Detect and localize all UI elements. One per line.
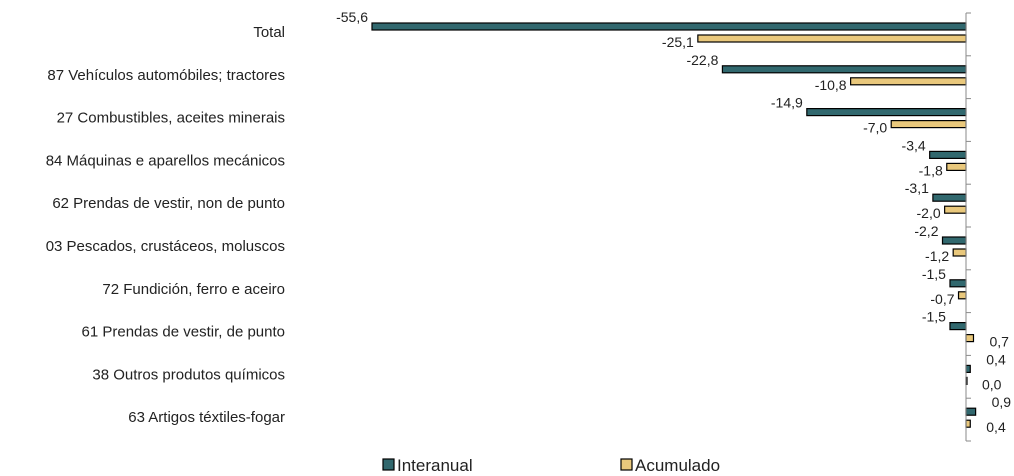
data-label: 0,7 — [989, 334, 1009, 350]
category-label: 87 Vehículos automóbiles; tractores — [47, 67, 285, 84]
data-label: -10,8 — [815, 77, 847, 93]
data-label: -25,1 — [662, 34, 694, 50]
interanual-legend-swatch — [382, 458, 395, 471]
data-label: -55,6 — [336, 9, 368, 25]
acumulado-bar — [957, 291, 967, 300]
data-label: -2,2 — [914, 223, 938, 239]
acumulado-bar — [850, 77, 967, 86]
interanual-bar — [371, 22, 967, 31]
data-label: -1,8 — [919, 162, 943, 178]
data-label: -1,2 — [925, 248, 949, 264]
data-label: -2,0 — [917, 205, 941, 221]
data-label: 0,4 — [986, 351, 1006, 367]
category-label: 84 Máquinas e aparellos mecánicos — [46, 152, 285, 169]
interanual-bar — [721, 65, 967, 74]
data-labels: -55,6-22,8-14,9-3,4-3,1-2,2-1,5-1,50,40,… — [336, 9, 1011, 435]
acumulado-legend-swatch — [620, 458, 633, 471]
data-label: -1,5 — [922, 309, 946, 325]
interanual-bar — [941, 236, 967, 245]
interanual-bar — [932, 193, 967, 202]
interanual-bar — [949, 322, 967, 331]
interanual-bar — [806, 107, 967, 117]
category-label: 38 Outros produtos químicos — [92, 366, 285, 383]
legend-label: Acumulado — [635, 456, 720, 475]
acumulado-bar — [965, 419, 971, 428]
data-label: 0,0 — [982, 376, 1002, 392]
acumulado-bar — [944, 205, 967, 214]
data-label: -22,8 — [686, 52, 718, 68]
data-label: 0,4 — [986, 419, 1006, 435]
data-label: -1,5 — [922, 266, 946, 282]
category-label: 63 Artigos téxtiles-fogar — [128, 409, 285, 426]
data-label: -3,4 — [902, 137, 926, 153]
data-label: -7,0 — [863, 120, 887, 136]
category-label: 27 Combustibles, aceites minerais — [57, 110, 285, 127]
interanual-bar — [949, 279, 967, 288]
data-label: 0,9 — [992, 394, 1012, 410]
acumulado-bar — [890, 119, 967, 129]
data-label: -14,9 — [771, 95, 803, 111]
data-label: -0,7 — [930, 291, 954, 307]
category-label: 61 Prendas de vestir, de punto — [82, 324, 285, 341]
category-label: 62 Prendas de vestir, non de punto — [52, 195, 285, 212]
acumulado-bar — [697, 34, 967, 43]
category-label: 03 Pescados, crustáceos, moluscos — [46, 238, 285, 255]
acumulado-bar — [946, 162, 967, 171]
category-axis — [965, 12, 971, 442]
data-label: -3,1 — [905, 180, 929, 196]
acumulado-bar — [965, 334, 975, 343]
category-label: Total — [253, 24, 285, 41]
legend-label: Interanual — [397, 456, 473, 475]
bars — [371, 22, 977, 428]
category-labels: Total 87 Vehículos automóbiles; tractores… — [46, 24, 285, 426]
legend: Interanual Acumulado — [382, 456, 720, 475]
category-label: 72 Fundición, ferro e aceiro — [102, 281, 285, 298]
interanual-bar — [929, 150, 967, 159]
acumulado-bar — [952, 248, 967, 257]
interanual-bar — [965, 364, 971, 373]
interanual-bar — [965, 407, 977, 416]
